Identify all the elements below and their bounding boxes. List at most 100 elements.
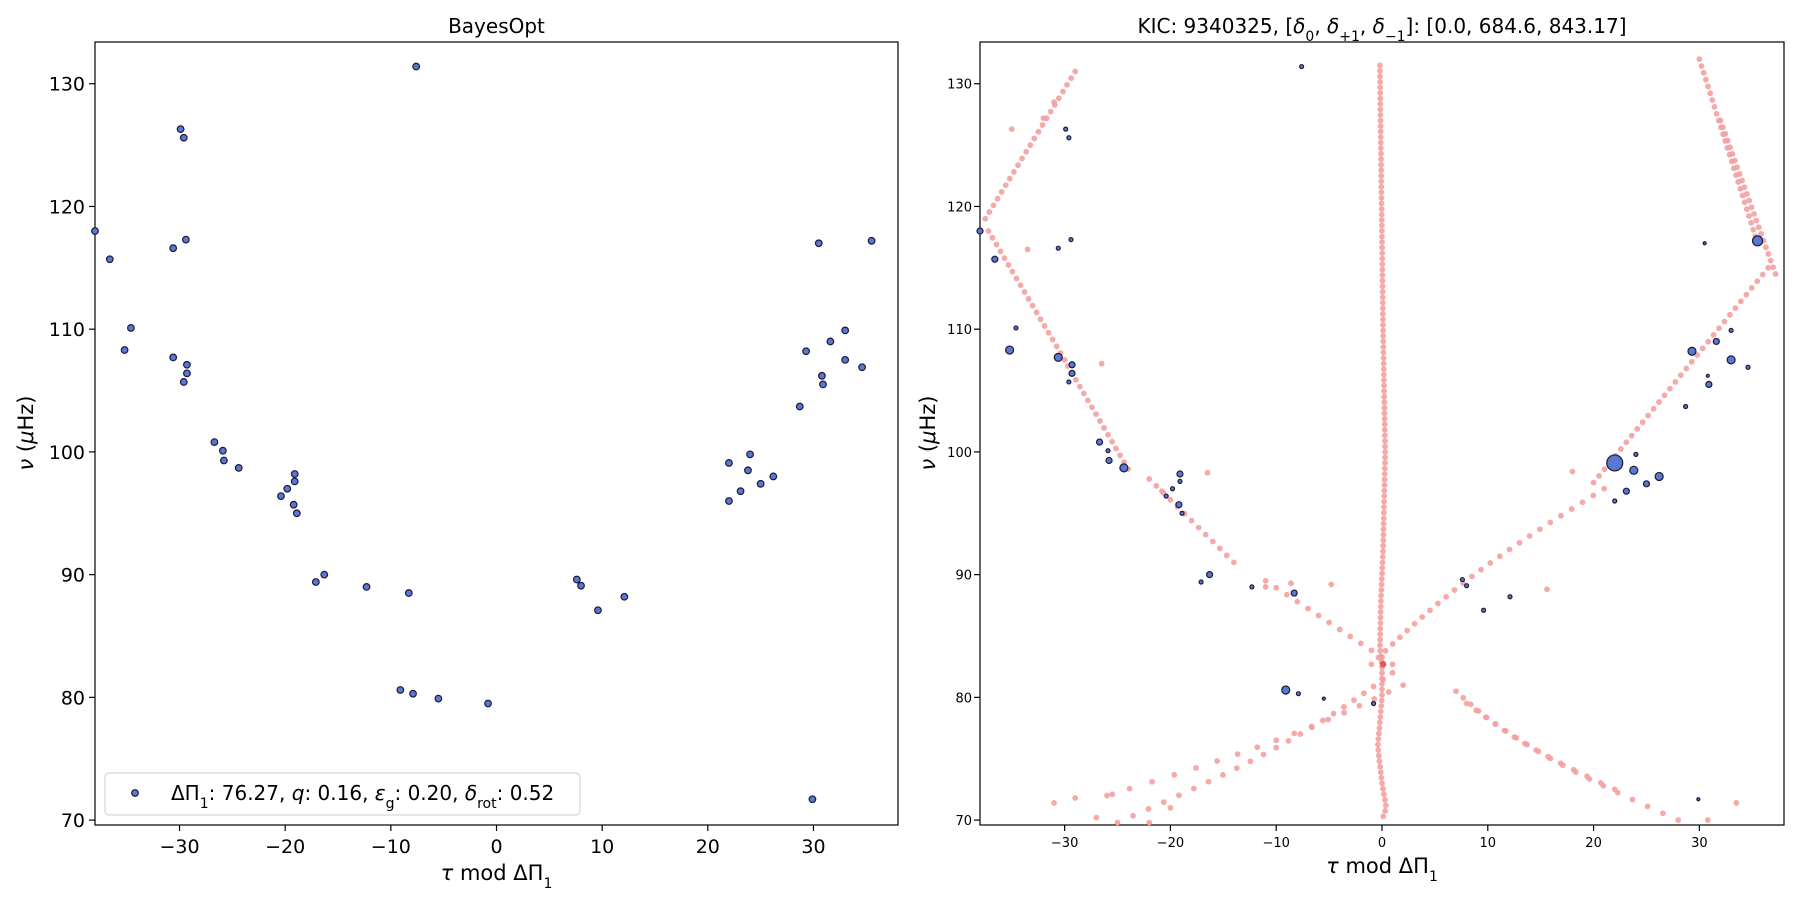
model-point bbox=[1545, 753, 1551, 760]
model-point bbox=[1053, 343, 1060, 350]
model-point bbox=[1315, 612, 1322, 619]
model-point bbox=[1377, 763, 1383, 770]
model-point bbox=[1035, 128, 1042, 135]
model-point bbox=[1569, 468, 1576, 475]
model-point bbox=[1694, 352, 1701, 358]
model-point bbox=[1072, 68, 1079, 75]
model-point bbox=[1167, 804, 1174, 811]
x-tick-label: 10 bbox=[590, 836, 614, 858]
x-tick-label: 0 bbox=[490, 836, 502, 858]
model-point bbox=[1381, 399, 1388, 406]
model-point bbox=[1223, 552, 1230, 559]
model-point bbox=[1377, 117, 1384, 124]
model-point bbox=[1748, 219, 1754, 226]
model-point bbox=[1153, 482, 1160, 489]
data-point bbox=[858, 363, 866, 372]
model-point bbox=[1040, 115, 1047, 121]
data-point bbox=[1179, 510, 1185, 516]
model-point bbox=[1377, 139, 1384, 146]
data-point bbox=[1298, 63, 1305, 70]
model-point bbox=[1080, 390, 1087, 397]
model-point bbox=[1159, 488, 1165, 495]
model-point bbox=[1611, 786, 1618, 793]
model-point bbox=[1378, 211, 1385, 218]
model-point bbox=[1013, 275, 1020, 282]
model-point bbox=[1675, 817, 1682, 823]
model-point bbox=[1381, 415, 1388, 422]
model-point bbox=[1064, 81, 1070, 88]
bayesopt-panel: BayesOpt −30 −20 −10 0 10 20 30 70 80 90 100 110 12… bbox=[14, 14, 899, 892]
data-point bbox=[841, 326, 850, 335]
model-point bbox=[1060, 88, 1066, 95]
x-tick-label: 30 bbox=[1691, 836, 1708, 851]
model-point bbox=[1262, 584, 1269, 590]
data-point bbox=[1053, 352, 1063, 363]
model-point bbox=[1376, 719, 1383, 726]
model-point bbox=[1195, 524, 1202, 531]
model-point bbox=[1006, 175, 1013, 182]
model-point bbox=[1288, 580, 1294, 587]
data-point bbox=[396, 686, 405, 694]
data-point bbox=[179, 378, 188, 386]
data-point bbox=[769, 472, 778, 481]
model-point bbox=[1051, 800, 1057, 806]
model-point bbox=[1377, 636, 1383, 643]
model-point bbox=[1113, 445, 1119, 452]
model-point bbox=[1093, 411, 1099, 418]
data-point bbox=[1169, 486, 1176, 492]
model-point bbox=[1453, 688, 1459, 695]
model-point bbox=[1378, 697, 1385, 704]
model-point bbox=[1377, 134, 1384, 141]
model-point bbox=[1205, 778, 1212, 785]
model-point bbox=[1379, 299, 1386, 306]
model-point bbox=[1707, 90, 1714, 97]
model-point bbox=[1501, 727, 1508, 734]
data-point bbox=[1068, 361, 1076, 369]
data-point bbox=[819, 380, 827, 389]
model-point bbox=[1160, 799, 1167, 806]
model-point bbox=[1370, 683, 1377, 690]
data-point bbox=[290, 470, 299, 478]
model-point bbox=[1601, 466, 1608, 473]
model-point bbox=[1743, 291, 1750, 298]
model-point bbox=[1629, 796, 1636, 803]
data-point bbox=[1480, 607, 1487, 613]
x-tick-label: −10 bbox=[1262, 836, 1289, 851]
model-point bbox=[1379, 660, 1387, 668]
data-point bbox=[1105, 456, 1113, 465]
data-point bbox=[746, 450, 754, 459]
model-point bbox=[1763, 244, 1769, 251]
model-point bbox=[1381, 476, 1388, 483]
data-point bbox=[976, 227, 984, 235]
model-point bbox=[1379, 669, 1385, 676]
model-point bbox=[990, 202, 997, 209]
model-point bbox=[1533, 747, 1540, 754]
model-point bbox=[1711, 104, 1718, 110]
data-point bbox=[1176, 470, 1184, 478]
model-point bbox=[1435, 600, 1441, 607]
data-point bbox=[1745, 364, 1751, 370]
model-point bbox=[1469, 573, 1475, 580]
model-point bbox=[1002, 182, 1009, 189]
model-point bbox=[993, 241, 1000, 248]
data-point bbox=[1177, 478, 1183, 484]
model-point bbox=[1109, 791, 1116, 798]
model-point bbox=[1381, 465, 1388, 472]
model-point bbox=[1379, 244, 1385, 251]
model-point bbox=[1377, 714, 1384, 720]
model-point bbox=[1146, 476, 1153, 482]
model-point bbox=[1008, 126, 1015, 133]
model-point bbox=[1347, 633, 1354, 640]
model-point bbox=[1005, 262, 1012, 268]
model-point bbox=[1375, 736, 1382, 742]
model-point bbox=[1759, 271, 1766, 278]
model-point bbox=[1382, 647, 1389, 654]
model-point bbox=[1294, 598, 1301, 605]
model-point bbox=[1704, 817, 1711, 823]
model-point bbox=[1381, 504, 1387, 511]
x-tick-label: −30 bbox=[1051, 836, 1078, 851]
bayesopt-y-axis-label: ν (μHz) bbox=[14, 396, 38, 471]
model-point bbox=[1659, 810, 1666, 817]
model-point bbox=[1377, 625, 1384, 632]
data-point bbox=[210, 438, 219, 446]
